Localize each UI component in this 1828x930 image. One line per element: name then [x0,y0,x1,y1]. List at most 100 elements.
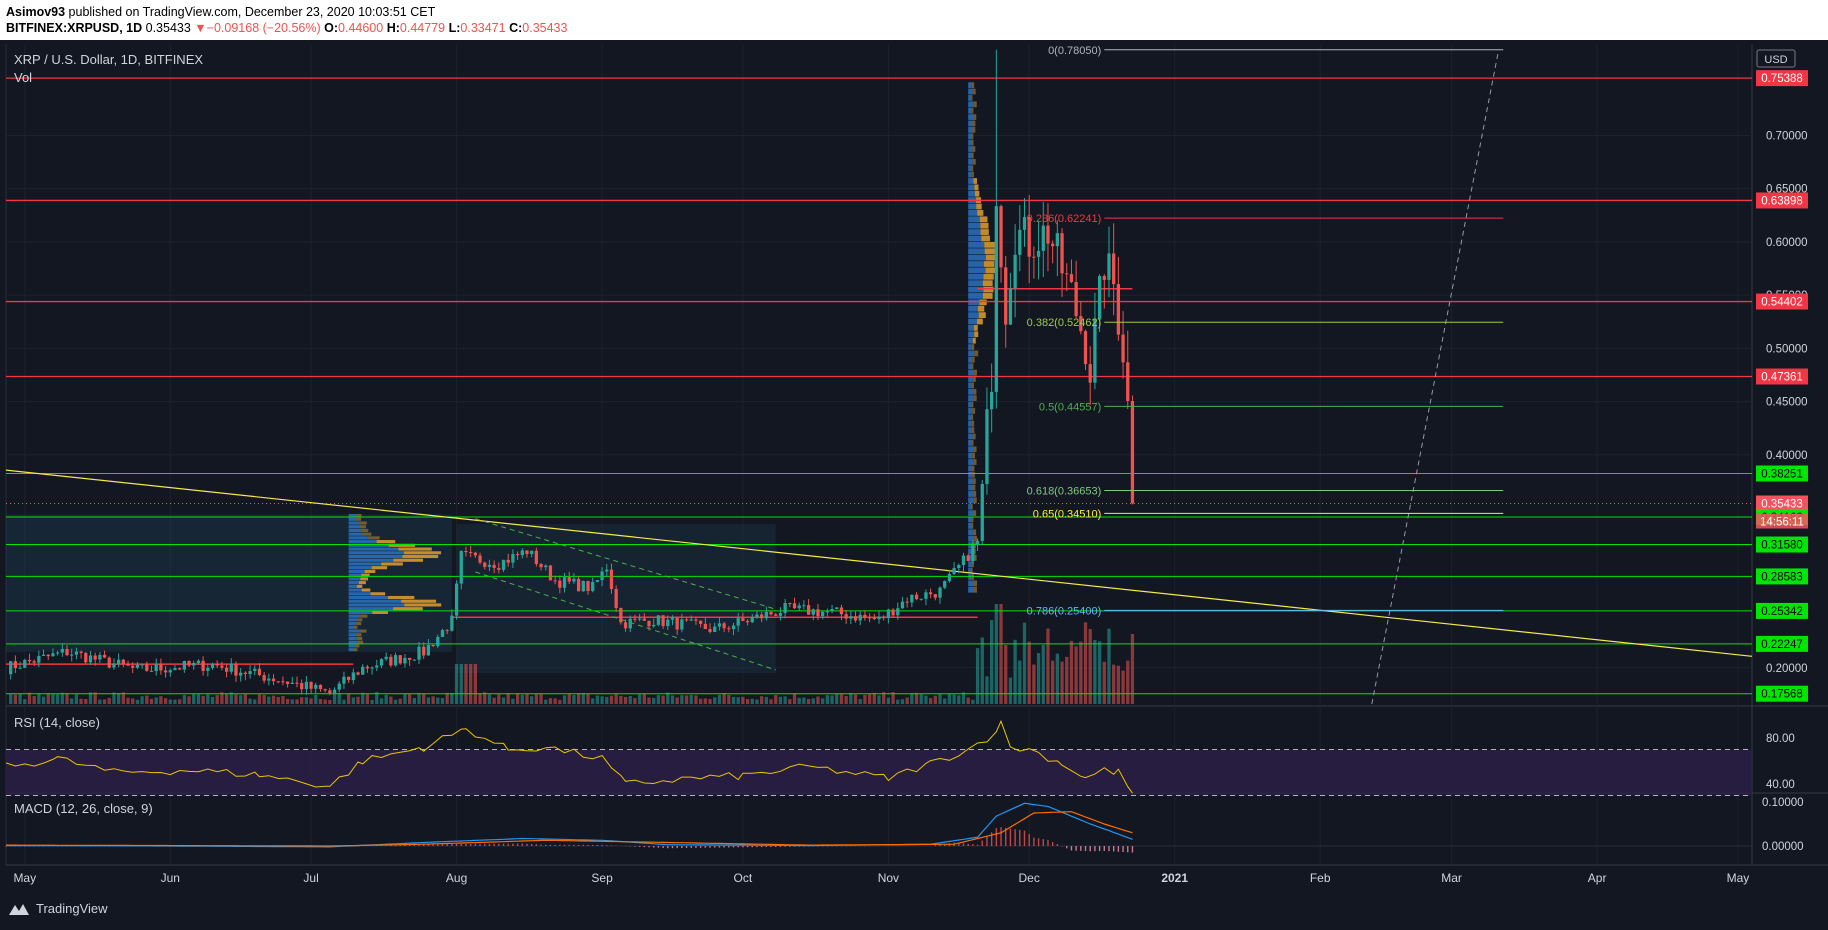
profile-bar [348,573,362,577]
price-label-box [1756,635,1808,652]
price-tick-label: 0.20000 [1766,663,1808,675]
volume-bar [210,696,215,704]
candle-body [70,654,74,656]
volume-bar [1004,644,1008,704]
profile-bar [968,241,985,248]
time-tick-label: Jun [161,871,180,885]
volume-bar [647,697,651,704]
candle-body [243,672,248,675]
time-axis[interactable]: May Jun Jul Aug Sep Oct Nov Dec 2021 Feb Mar Apr May [13,871,1749,885]
macd-signal-line [6,811,1133,847]
candle-body [346,676,351,681]
profile-bar [968,574,972,580]
volume-bar [525,693,529,704]
candle-body [464,551,468,553]
volume-bar [257,694,262,704]
candle-body [961,555,966,565]
candle-body [797,605,801,609]
candle-body [1036,250,1041,257]
candle-body [581,580,585,592]
candle-body [257,668,262,676]
price-label-box [1756,192,1808,209]
volume-bar [839,693,844,704]
candle-body [849,616,853,619]
profile-bar [348,610,373,614]
profile-bar [968,120,973,127]
volume-bar [1112,664,1116,704]
candle-body [816,609,820,617]
volume-bar [154,697,158,704]
volume-bar [553,698,557,704]
volume-bar [98,699,102,704]
profile-bar [357,640,364,644]
volume-bar [102,699,107,704]
volume-bar [422,693,426,704]
profile-bar [973,324,978,331]
profile-bar [971,363,974,370]
candle-body [769,611,773,615]
candle-body [149,670,154,672]
candle-body [487,564,492,567]
currency-button[interactable] [1756,49,1796,68]
candle-body [717,623,722,627]
candle-body [1121,334,1125,363]
profile-bar [971,516,974,523]
profile-bar [968,146,973,152]
profile-bar [972,510,977,517]
profile-bar [968,356,973,363]
candle-body [1018,229,1022,255]
profile-bar [984,248,996,255]
profile-bar [393,607,423,611]
volume-bar [591,698,595,704]
volume-bar [675,697,679,704]
profile-bar [968,439,972,446]
candle-body [741,618,745,621]
price-label-box [1756,368,1808,385]
profile-bar [984,241,995,248]
candle-body [37,655,41,663]
volume-bar [985,676,989,704]
volume-bar [469,664,473,704]
volume-bar [79,698,83,704]
profile-bar [971,107,974,114]
profile-bar [968,382,972,389]
price-axis[interactable]: USD0.700000.650000.600000.550000.500000.… [1756,49,1808,853]
volume-bar [46,693,50,704]
profile-bar [971,165,974,172]
volume-bar [365,693,370,704]
volume-bar [581,693,585,704]
price-label-box [1756,293,1808,310]
volume-bar [684,695,689,704]
profile-bar [971,382,975,389]
profile-bar [370,592,386,596]
volume-bar [473,664,477,704]
candle-body [271,678,276,682]
profile-bar [971,401,974,408]
macd-tick-label: 0.10000 [1762,797,1804,809]
candle-body [1013,254,1017,289]
candle-body [422,646,426,656]
volume-bar [825,695,830,704]
candle-body [619,607,623,623]
tradingview-logo[interactable]: TradingView [8,901,108,916]
volume-bar [379,698,384,704]
candle-body [412,659,416,661]
candle-body [652,624,656,627]
profile-bar [971,420,975,427]
candle-body [300,682,304,690]
candle-body [656,615,661,625]
volume-bar [370,699,374,704]
candle-body [661,615,665,627]
profile-bar [348,554,403,559]
profile-bar [968,152,972,159]
candle-body [84,652,88,663]
fibonacci-retracement[interactable]: 0(0.78050) 0.236(0.62241) 0.382(0.52462) 0.… [1027,45,1504,618]
author-name[interactable]: Asimov93 [6,5,66,19]
volume-bar [356,696,360,704]
volume-bar [666,692,670,704]
profile-bar [371,566,388,570]
profile-bar [348,581,359,585]
volume-bar [520,694,524,704]
volume-bar [220,692,224,704]
